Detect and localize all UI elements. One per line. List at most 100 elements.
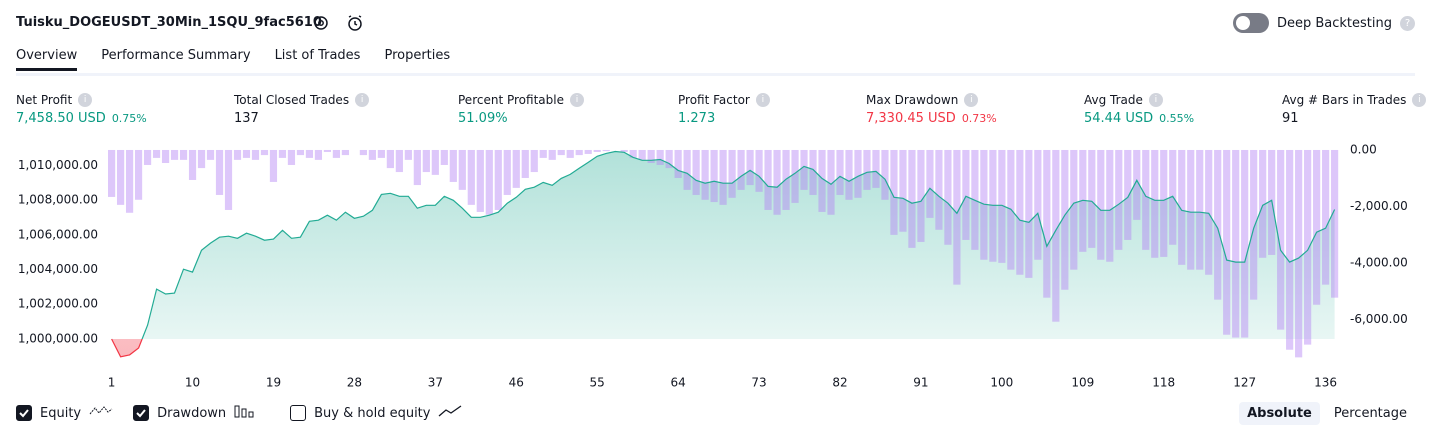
stat-value: 51.09% [458,111,508,126]
legend-item[interactable]: Drawdown [133,404,256,422]
checkbox[interactable] [133,405,150,421]
x-tick-label: 127 [1233,376,1256,390]
x-tick-label: 46 [509,376,524,390]
drawdown-bar [1178,149,1186,265]
settings-icon[interactable] [312,14,330,32]
legend-item[interactable]: Equity [16,404,113,422]
drawdown-bar [287,149,296,165]
drawdown-bar [341,149,350,156]
drawdown-bar [1133,149,1141,220]
alert-icon[interactable] [346,14,364,32]
stat-value: 54.44 USD [1084,111,1154,126]
help-icon[interactable]: ? [1400,15,1415,31]
stat-label: Total Closed Trades [234,93,350,107]
stat-label-row: Max Drawdown i [866,93,997,107]
stat-percent: 0.73% [961,112,997,125]
drawdown-bar [800,149,808,190]
strategy-title: Tuisku_DOGEUSDT_30Min_1SQU_9fac5610 [16,15,322,30]
drawdown-bar [647,149,655,163]
drawdown-bar [908,149,916,248]
drawdown-bar [215,149,224,195]
drawdown-bar [827,149,835,215]
tab[interactable]: List of Trades [274,48,361,63]
drawdown-bar [1160,149,1168,257]
legend-label: Buy & hold equity [314,405,431,421]
scale-modes: Absolute Percentage [1239,402,1415,425]
drawdown-bar [917,149,925,242]
y-tick-label: 1,004,000.00 [18,262,98,276]
drawdown-bar [575,149,583,156]
stat-value-row: 7,330.45 USD 0.73% [866,111,997,126]
tab[interactable]: Overview [16,48,78,71]
drawdown-bar [1250,149,1258,300]
drawdown-bar [755,149,763,192]
stat-label-row: Avg # Bars in Trades i [1282,93,1427,107]
stat: Percent Profitable i 51.09% [458,93,584,126]
drawdown-bar [1142,149,1150,250]
y2-tick-label: -2,000.00 [1350,199,1408,213]
x-tick-label: 91 [913,376,928,390]
checkbox[interactable] [290,405,307,421]
info-icon[interactable]: i [1412,93,1427,107]
checkbox[interactable] [16,405,32,421]
drawdown-bar [1313,149,1321,305]
drawdown-bar [1115,149,1123,250]
tab[interactable]: Performance Summary [101,48,251,63]
info-icon[interactable]: i [964,93,979,107]
y-tick-label: 1,010,000.00 [18,158,98,172]
y-tick-label: 1,006,000.00 [18,227,98,241]
legend: Equity Drawdown Buy & hold equity [16,404,462,422]
drawdown-bar [485,149,493,215]
drawdown-bar [386,149,394,169]
toggle-switch[interactable] [1232,13,1269,33]
drawdown-bar [818,149,826,212]
tab[interactable]: Properties [384,48,451,63]
drawdown-bar [1043,149,1051,298]
x-tick-label: 136 [1314,376,1337,390]
info-icon[interactable]: i [755,93,770,107]
stat-value: 1.273 [678,111,716,126]
drawdown-bar [404,149,412,160]
drawdown-bar [530,149,538,173]
drawdown-bar [638,149,646,160]
drawdown-bar [809,149,817,195]
drawdown-bar [1304,149,1312,345]
drawdown-bar [1061,149,1069,290]
equity-line [111,150,1336,339]
mode-button[interactable]: Absolute [1239,402,1320,425]
drawdown-bar [494,149,502,210]
info-icon[interactable]: i [78,93,93,107]
info-icon[interactable]: i [569,93,584,107]
drawdown-bar [1223,149,1231,335]
x-tick-label: 10 [185,376,200,390]
x-tick-label: 73 [751,376,766,390]
info-icon[interactable]: i [355,93,370,107]
legend-label: Drawdown [157,405,227,421]
legend-item[interactable]: Buy & hold equity [290,404,462,422]
mode-button[interactable]: Percentage [1333,406,1407,421]
drawdown-bar [944,149,952,245]
stat-value-row: 7,458.50 USD 0.75% [16,111,147,126]
deep-backtesting[interactable]: Deep Backtesting ? [1232,13,1415,33]
legend-icon [234,404,256,422]
legend-icon [89,404,113,422]
info-icon[interactable]: i [1148,93,1163,107]
drawdown-bar [548,149,556,160]
drawdown-bar [1151,149,1159,258]
stat-label-row: Total Closed Trades i [234,93,370,107]
drawdown-bar [890,149,898,235]
drawdown-bar [872,149,880,188]
stat-value: 7,458.50 USD [16,111,106,126]
stat: Profit Factor i 1.273 [678,93,770,126]
x-tick-label: 82 [832,376,847,390]
drawdown-bar [179,149,188,160]
drawdown-bar [881,149,889,200]
drawdown-bar [188,149,197,180]
stat: Max Drawdown i 7,330.45 USD 0.73% [866,93,997,126]
drawdown-bar [431,149,439,175]
stat-label: Max Drawdown [866,93,959,107]
stat-label: Avg # Bars in Trades [1282,93,1407,107]
stat-label: Percent Profitable [458,93,564,107]
stat: Avg # Bars in Trades i 91 [1282,93,1427,126]
drawdown-bar [395,149,403,173]
